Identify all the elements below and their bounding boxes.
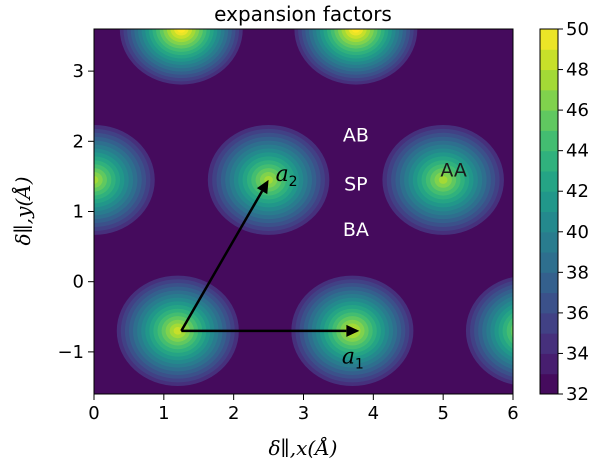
y-tick-label: 2 <box>73 131 84 152</box>
colorbar-band <box>540 170 558 192</box>
colorbar-band <box>540 89 558 111</box>
chart-title: expansion factors <box>214 2 392 26</box>
contour-peak <box>116 275 239 387</box>
contour-layer <box>94 29 539 394</box>
colorbar-band <box>540 252 558 273</box>
colorbar-band <box>540 69 558 91</box>
colorbar-tick-label: 36 <box>566 303 589 324</box>
stacking-label: SP <box>344 173 368 195</box>
vector-shaft <box>180 190 264 332</box>
x-tick-label: 3 <box>298 403 309 424</box>
contour-peak <box>94 124 155 235</box>
colorbar: 32 34 36 38 40 42 44 46 48 50 <box>539 19 589 405</box>
stacking-label: AA <box>440 159 467 181</box>
colorbar-band <box>540 150 558 172</box>
x-tick-label: 6 <box>507 403 518 424</box>
contour-peak <box>465 277 539 385</box>
colorbar-band <box>540 191 558 212</box>
vector-label-subscript: 2 <box>289 174 298 190</box>
colorbar-band <box>540 49 558 71</box>
colorbar-tick-label: 32 <box>566 384 589 405</box>
vector-label-subscript: 1 <box>355 356 364 372</box>
x-axis: 0 1 2 3 4 5 6 <box>88 394 519 424</box>
contour-level <box>351 29 361 33</box>
contour-level <box>510 323 513 339</box>
plot-area <box>94 29 539 394</box>
colorbar-band <box>540 231 558 253</box>
colorbar-band <box>540 110 558 131</box>
contour-level <box>515 320 539 342</box>
stacking-label: AB <box>343 124 369 146</box>
contour-peak <box>382 124 504 235</box>
y-axis: −1 0 1 2 3 <box>57 61 94 363</box>
contour-level <box>506 317 513 345</box>
colorbar-tick-label: 46 <box>566 100 589 121</box>
contour-level <box>438 175 448 184</box>
colorbar-band <box>540 353 558 375</box>
colorbar-tick-label: 50 <box>566 19 589 40</box>
y-tick-label: 1 <box>73 202 84 223</box>
colorbar-tick-label: 34 <box>566 343 589 364</box>
colorbar-tick-label: 40 <box>566 222 589 243</box>
colorbar-band <box>540 130 558 152</box>
colorbar-tick-label: 38 <box>566 262 589 283</box>
vector-arrowhead <box>346 324 360 337</box>
contour-peak <box>294 29 418 85</box>
contour-level <box>177 29 186 33</box>
contour-peak <box>207 124 330 235</box>
contour-peak <box>119 29 243 85</box>
x-tick-label: 1 <box>158 403 169 424</box>
contour-level <box>94 175 99 184</box>
colorbar-frame <box>539 28 559 395</box>
x-tick-label: 0 <box>88 403 99 424</box>
x-axis-label: δ∥,x(Å) <box>269 435 338 460</box>
vector-label: a <box>276 162 289 187</box>
colorbar-band <box>540 312 558 334</box>
colorbar-tick-label: 48 <box>566 60 589 81</box>
colorbar-tick-label: 42 <box>566 181 589 202</box>
contour-level <box>523 327 531 335</box>
contour-level <box>519 323 535 338</box>
y-tick-label: −1 <box>57 342 84 363</box>
colorbar-band <box>540 211 558 233</box>
vector-label: a <box>342 344 355 369</box>
contour-level <box>173 327 182 335</box>
y-tick-label: 3 <box>73 61 84 82</box>
x-tick-label: 4 <box>368 403 379 424</box>
stacking-label: BA <box>343 219 369 241</box>
colorbar-band <box>540 333 558 354</box>
colorbar-band <box>540 272 558 294</box>
colorbar-tick-label: 44 <box>566 141 589 162</box>
colorbar-band <box>540 373 558 395</box>
x-tick-label: 2 <box>228 403 239 424</box>
vector-arrowhead <box>256 179 269 195</box>
colorbar-band <box>540 292 558 314</box>
y-axis-label: δ∥,y(Å) <box>10 177 35 246</box>
colorbar-band <box>540 29 558 50</box>
lattice-vectors <box>180 179 360 337</box>
y-tick-label: 0 <box>73 272 84 293</box>
x-tick-label: 5 <box>437 403 448 424</box>
